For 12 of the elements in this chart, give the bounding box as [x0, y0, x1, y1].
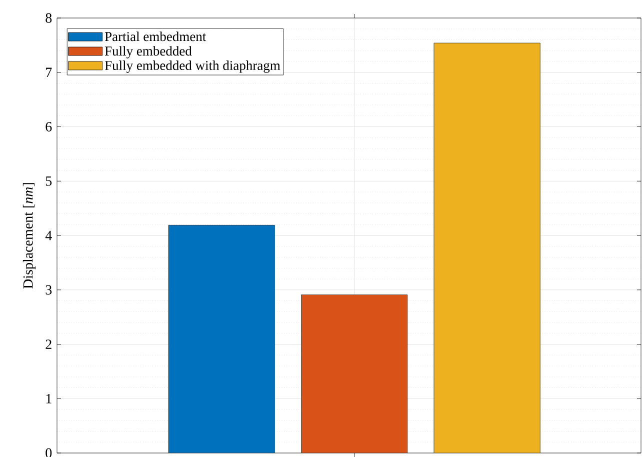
y-tick-label: 3: [46, 285, 52, 295]
y-axis-title: Displacement [nm]: [22, 183, 36, 289]
y-tick-label: 4: [45, 230, 52, 240]
y-tick-label: 5: [46, 176, 52, 186]
legend-label: Fully embedded with diaphragm: [104, 60, 280, 73]
y-tick-label: 6: [46, 122, 52, 132]
y-tick-label: 2: [46, 340, 52, 349]
legend-label: Fully embedded: [104, 46, 192, 58]
y-tick-label: 8: [46, 13, 52, 23]
y-tick-label: 7: [46, 68, 52, 77]
legend-label: Partial embedment: [104, 32, 206, 42]
y-tick-label: 1: [46, 394, 52, 404]
